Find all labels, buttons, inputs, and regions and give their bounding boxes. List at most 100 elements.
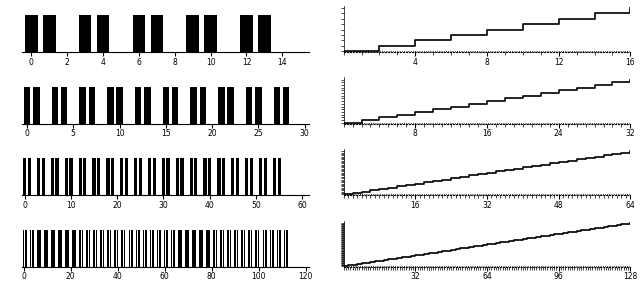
Bar xyxy=(204,15,217,52)
Bar xyxy=(148,158,151,195)
Bar xyxy=(97,15,109,52)
Bar xyxy=(79,15,92,52)
Bar xyxy=(246,87,252,124)
Bar xyxy=(129,230,130,267)
Bar xyxy=(102,230,104,267)
Bar xyxy=(74,230,76,267)
Bar xyxy=(204,158,207,195)
Bar xyxy=(190,87,196,124)
Bar xyxy=(42,158,45,195)
Bar xyxy=(236,158,239,195)
Bar xyxy=(69,158,72,195)
Bar xyxy=(231,158,234,195)
Bar xyxy=(189,158,193,195)
Bar xyxy=(135,87,141,124)
Bar xyxy=(157,230,158,267)
Bar xyxy=(284,230,285,267)
Bar xyxy=(286,230,288,267)
Bar xyxy=(37,230,38,267)
Bar xyxy=(218,87,225,124)
Bar xyxy=(95,230,97,267)
Bar xyxy=(51,158,54,195)
Bar xyxy=(65,230,67,267)
Bar xyxy=(43,15,56,52)
Bar xyxy=(30,230,31,267)
Bar xyxy=(251,230,252,267)
Bar xyxy=(72,230,74,267)
Bar xyxy=(93,230,95,267)
Bar xyxy=(23,230,24,267)
Bar xyxy=(180,158,184,195)
Bar xyxy=(188,230,189,267)
Bar xyxy=(180,230,182,267)
Bar xyxy=(53,230,55,267)
Bar xyxy=(143,230,144,267)
Bar xyxy=(124,230,125,267)
Bar xyxy=(278,158,281,195)
Bar xyxy=(107,87,113,124)
Bar xyxy=(51,230,52,267)
Bar xyxy=(52,87,58,124)
Bar xyxy=(162,158,165,195)
Bar xyxy=(234,230,236,267)
Bar xyxy=(122,230,123,267)
Bar xyxy=(134,158,138,195)
Bar xyxy=(79,87,86,124)
Bar xyxy=(39,230,41,267)
Bar xyxy=(241,230,243,267)
Bar xyxy=(33,87,40,124)
Bar xyxy=(106,158,109,195)
Bar xyxy=(28,158,31,195)
Bar xyxy=(209,230,210,267)
Bar xyxy=(60,230,62,267)
Bar xyxy=(120,158,124,195)
Bar xyxy=(116,230,118,267)
Bar xyxy=(200,87,206,124)
Bar xyxy=(139,158,142,195)
Bar xyxy=(283,87,289,124)
Bar xyxy=(159,230,161,267)
Bar xyxy=(86,230,88,267)
Bar xyxy=(32,230,34,267)
Bar xyxy=(213,230,215,267)
Bar xyxy=(145,230,147,267)
Bar xyxy=(206,230,208,267)
Bar xyxy=(192,230,194,267)
Bar xyxy=(176,158,179,195)
Bar xyxy=(273,158,276,195)
Bar xyxy=(166,158,170,195)
Bar xyxy=(108,230,109,267)
Bar xyxy=(136,230,137,267)
Bar xyxy=(109,230,111,267)
Bar xyxy=(163,87,169,124)
Bar xyxy=(202,230,203,267)
Bar xyxy=(279,230,280,267)
Bar xyxy=(56,158,59,195)
Bar xyxy=(131,230,132,267)
Bar xyxy=(65,158,68,195)
Bar xyxy=(220,230,222,267)
Bar xyxy=(132,15,145,52)
Bar xyxy=(115,230,116,267)
Bar xyxy=(195,158,198,195)
Bar xyxy=(227,230,229,267)
Bar xyxy=(178,230,180,267)
Bar xyxy=(216,230,217,267)
Bar xyxy=(125,158,128,195)
Bar xyxy=(223,230,224,267)
Bar xyxy=(276,230,278,267)
Bar xyxy=(79,158,82,195)
Bar xyxy=(255,87,262,124)
Bar xyxy=(255,230,257,267)
Bar xyxy=(46,230,48,267)
Bar xyxy=(44,230,45,267)
Bar xyxy=(172,87,179,124)
Bar xyxy=(116,87,123,124)
Bar xyxy=(208,158,211,195)
Bar xyxy=(150,230,151,267)
Bar xyxy=(152,158,156,195)
Bar xyxy=(37,158,40,195)
Bar xyxy=(144,87,150,124)
Bar xyxy=(222,158,225,195)
Bar xyxy=(83,158,86,195)
